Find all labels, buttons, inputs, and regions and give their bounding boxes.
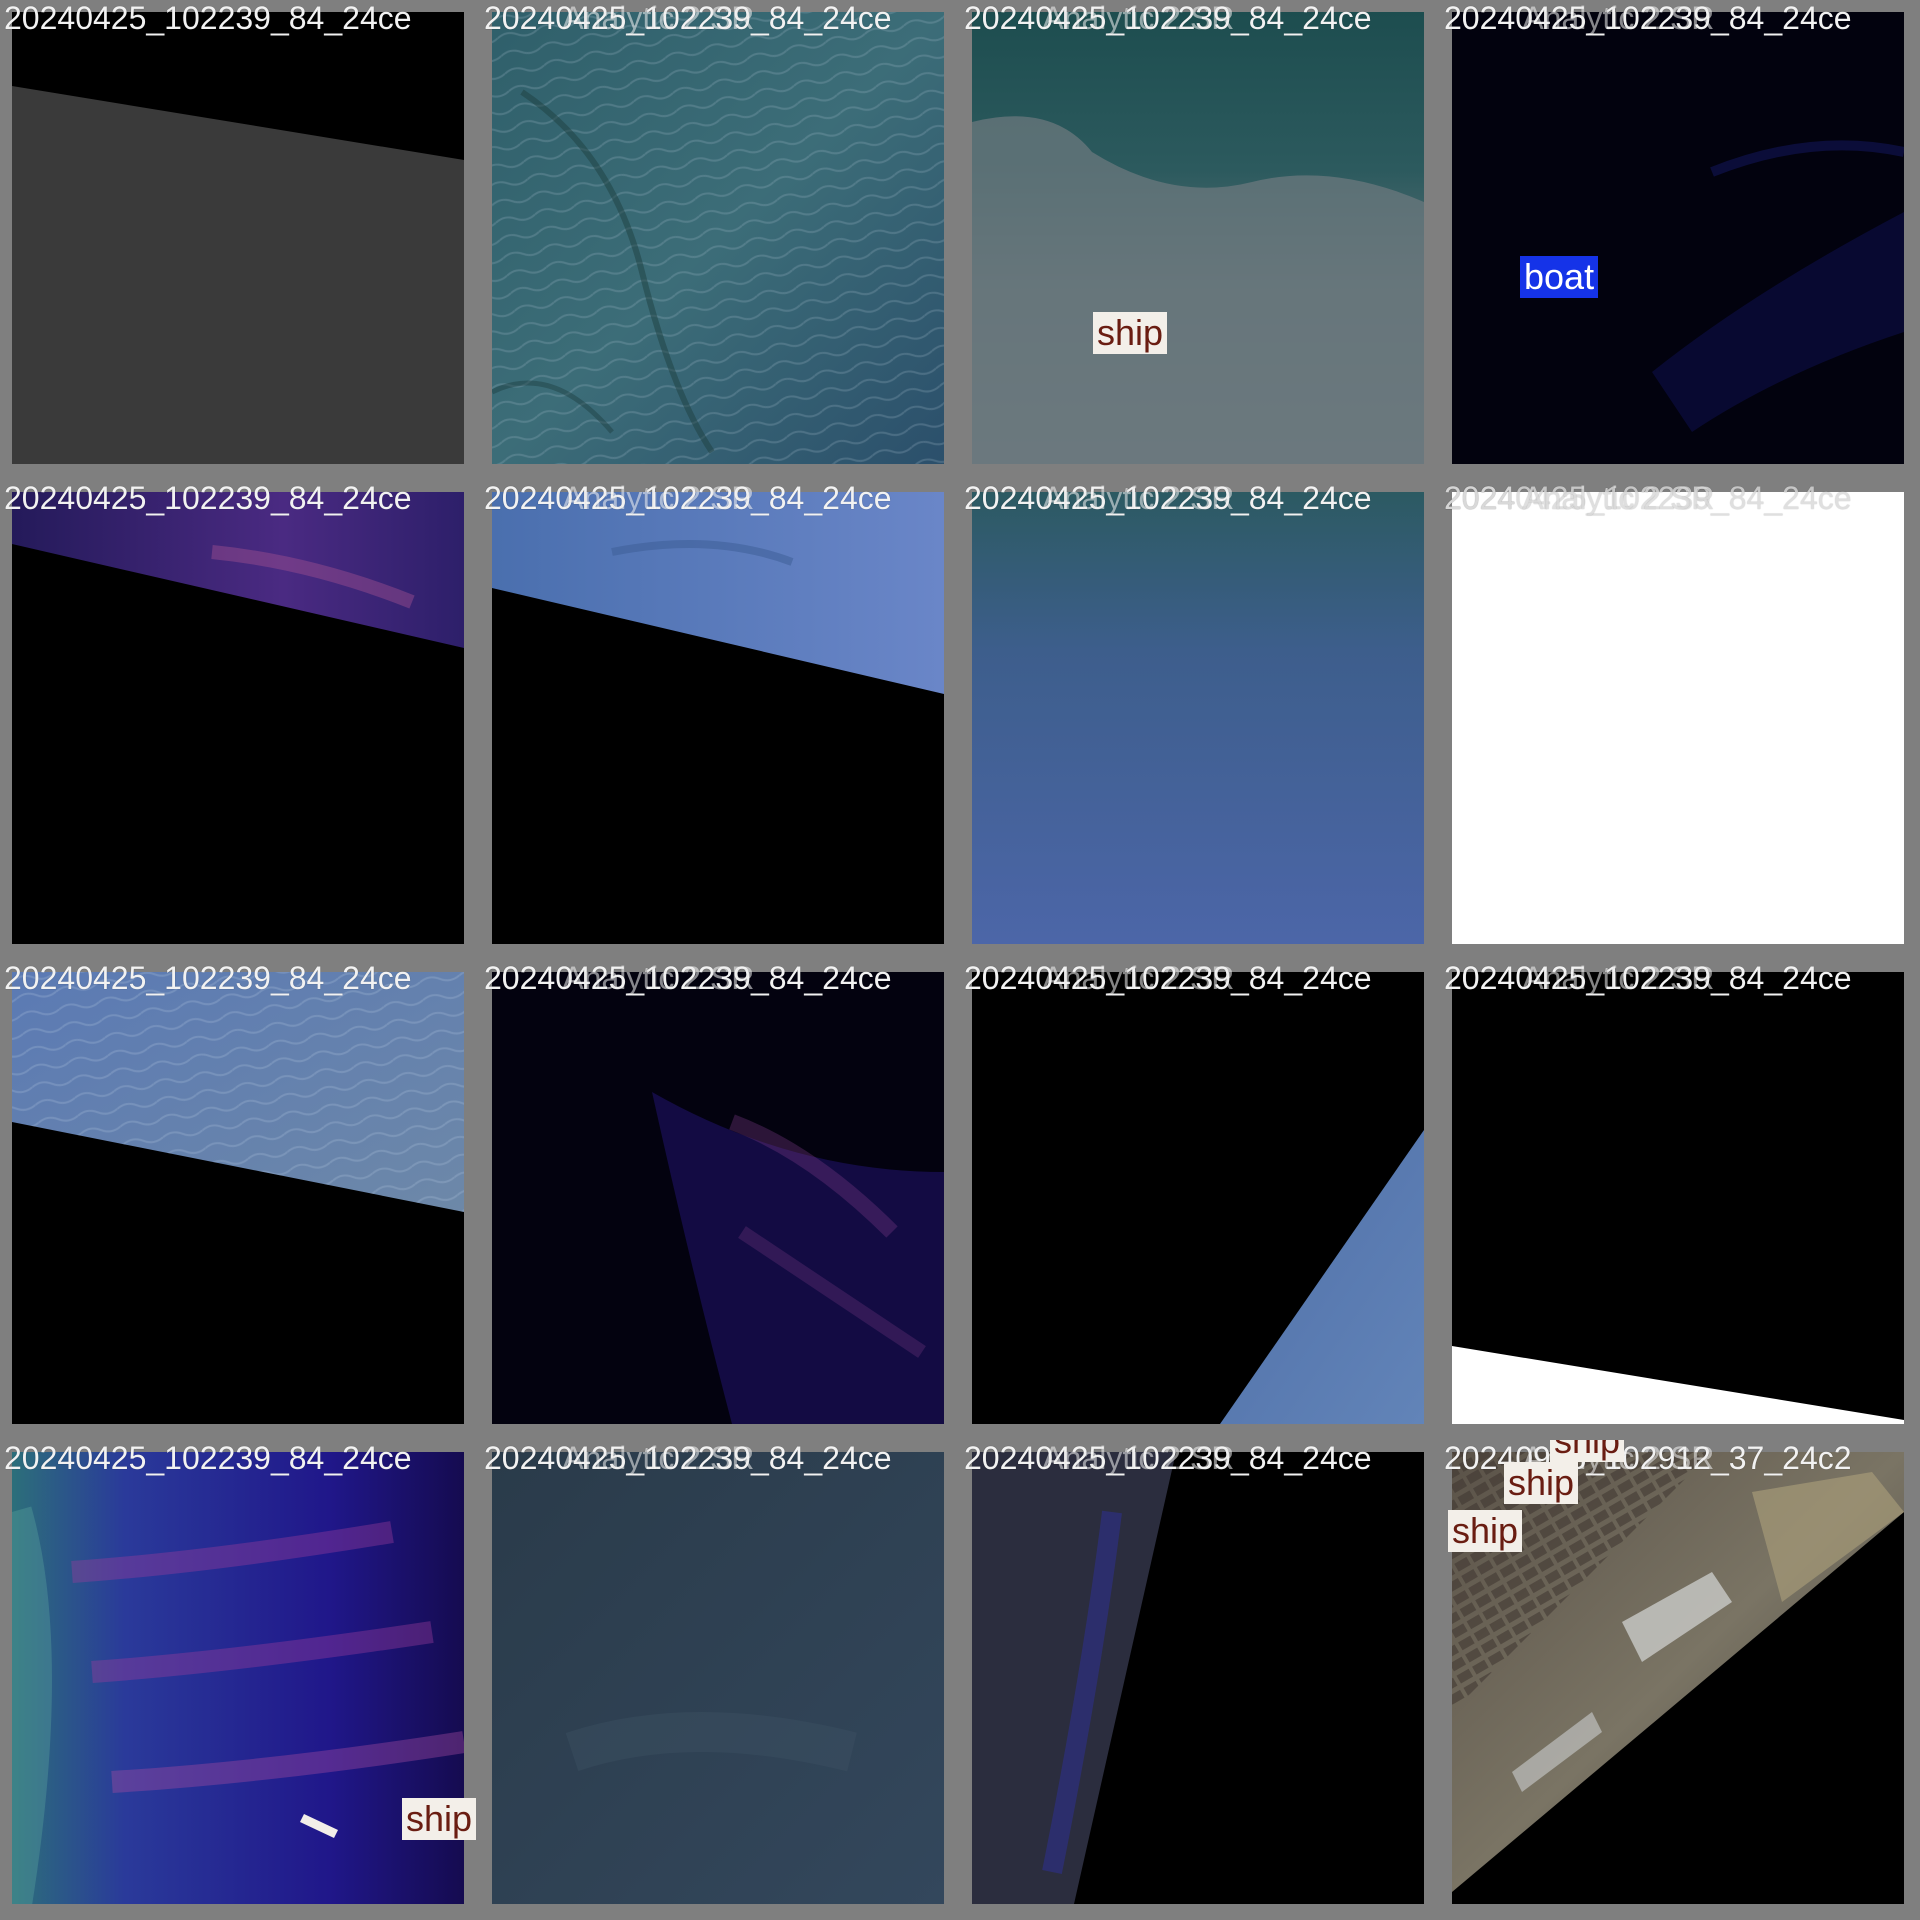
satellite-image — [972, 1452, 1424, 1904]
satellite-image — [1452, 12, 1904, 464]
satellite-image — [492, 1452, 944, 1904]
detection-label-ship: ship — [1504, 1462, 1579, 1504]
satellite-image — [12, 12, 464, 464]
satellite-image — [492, 972, 944, 1424]
tile-r4c2: 20240425_102239_84_24ce 2024 Analytic 2 … — [480, 1440, 960, 1920]
detection-label-ship: ship — [1448, 1510, 1523, 1552]
tile-r3c3: 20240425_102239_84_24ce 2024 Analytic 2 … — [960, 960, 1440, 1440]
satellite-image — [972, 972, 1424, 1424]
satellite-image — [1452, 972, 1904, 1424]
satellite-image — [972, 492, 1424, 944]
satellite-image — [12, 972, 464, 1424]
satellite-image — [12, 492, 464, 944]
tile-r3c2: 20240425_102239_84_24ce 2024 Analytic 2 … — [480, 960, 960, 1440]
detection-label-ship: ship — [402, 1798, 477, 1840]
tile-r3c4: 20240425_102239_84_24ce 2024 Analytic 2 … — [1440, 960, 1920, 1440]
satellite-image — [492, 12, 944, 464]
detection-label-ship: ship — [1093, 312, 1168, 354]
detection-label-boat: boat — [1520, 256, 1599, 298]
tile-r4c3: 20240425_102239_84_24ce 2024 Analytic 2 … — [960, 1440, 1440, 1920]
tile-r3c1: 20240425_102239_84_24ce — [0, 960, 480, 1440]
tile-r1c1: 20240425_102239_84_24ce — [0, 0, 480, 480]
satellite-image — [972, 12, 1424, 464]
tile-r4c4: 20240925_102912_37_24c2 2024 Analytic 2 … — [1440, 1440, 1920, 1920]
tile-r1c2: 20240425_102239_84_24ce 2024 Analytic 2 … — [480, 0, 960, 480]
tile-r1c3: 20240425_102239_84_24ce 2024 Analytic 2 … — [960, 0, 1440, 480]
satellite-image — [1452, 1452, 1904, 1904]
satellite-image — [1452, 492, 1904, 944]
satellite-image — [492, 492, 944, 944]
tile-r2c4: 20240425_102239_84_24ce 2024 Analytic 2 … — [1440, 480, 1920, 960]
satellite-image — [12, 1452, 464, 1904]
tile-r1c4: 20240425_102239_84_24ce 2024 Analytic 2 … — [1440, 0, 1920, 480]
detection-label-ship: ship — [1550, 1440, 1625, 1462]
tile-r4c1: 20240425_102239_84_24ce ship — [0, 1440, 480, 1920]
tile-r2c2: 20240425_102239_84_24ce 2024 Analytic 2 … — [480, 480, 960, 960]
tile-r2c1: 20240425_102239_84_24ce — [0, 480, 480, 960]
tile-r2c3: 20240425_102239_84_24ce 2024 Analytic 2 … — [960, 480, 1440, 960]
